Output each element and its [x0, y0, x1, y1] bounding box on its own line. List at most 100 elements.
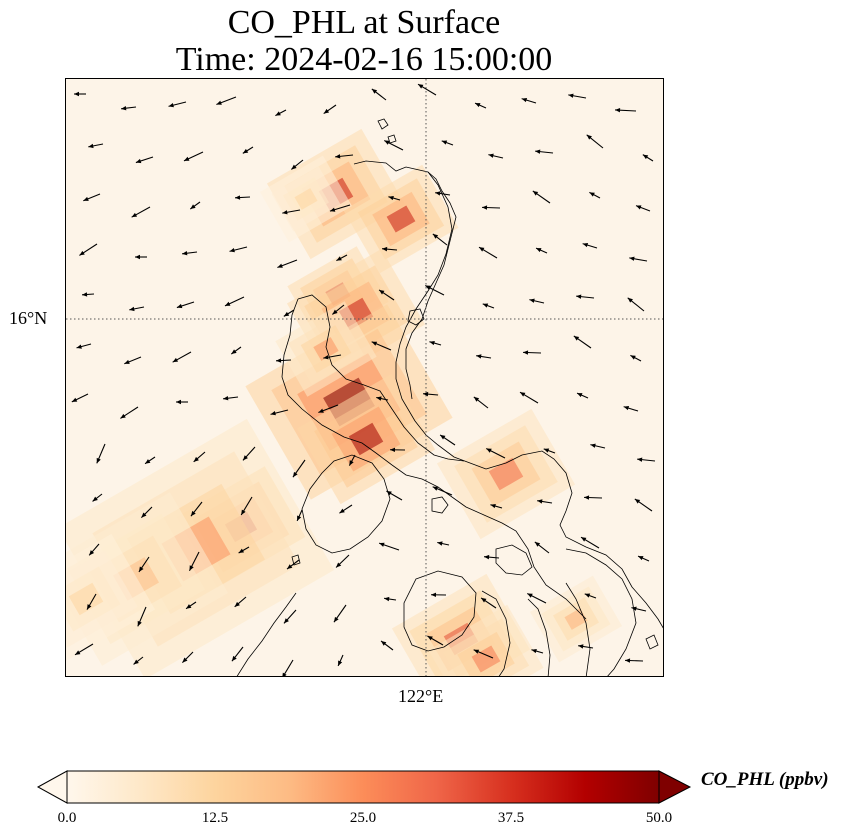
- map-title: CO_PHL at Surface: [227, 4, 501, 41]
- coastline-masbate: [495, 544, 533, 576]
- wind-arrow: [535, 149, 554, 154]
- wind-arrow: [129, 306, 145, 312]
- coastline-panay: [403, 570, 477, 652]
- wind-arrow: [323, 104, 337, 115]
- wind-arrow: [81, 292, 95, 297]
- map-canvas: [66, 79, 663, 676]
- coastlines: [236, 118, 663, 676]
- wind-arrow: [83, 193, 101, 202]
- wind-arrow: [529, 298, 545, 304]
- wind-arrow: [86, 593, 97, 610]
- wind-arrow: [586, 134, 604, 149]
- wind-arrow: [135, 254, 147, 260]
- wind-arrow: [176, 399, 188, 405]
- wind-arrow: [138, 556, 150, 573]
- wind-arrow: [223, 396, 239, 401]
- wind-arrow: [382, 246, 398, 252]
- wind-arrow: [488, 153, 504, 159]
- co-plume-cell: [348, 422, 384, 456]
- wind-arrow: [290, 159, 304, 170]
- colorbar-tick-label: 25.0: [349, 810, 377, 826]
- colorbar-gradient: [66, 770, 660, 804]
- wind-arrow: [318, 404, 339, 414]
- wind-arrow: [335, 554, 350, 568]
- wind-arrow: [637, 555, 650, 562]
- wind-arrow: [480, 597, 497, 609]
- coastline-cebu: [527, 598, 551, 676]
- wind-arrow: [124, 356, 142, 365]
- wind-arrow: [234, 195, 251, 200]
- map-subtitle-time: Time: 2024-02-16 15:00:00: [175, 41, 553, 78]
- wind-arrow: [576, 392, 589, 399]
- coastline-samar: [565, 548, 637, 676]
- wind-arrow: [270, 409, 289, 416]
- wind-arrow: [275, 358, 292, 363]
- wind-arrow: [371, 88, 387, 101]
- wind-arrow: [329, 204, 351, 212]
- wind-arrow: [88, 143, 104, 149]
- wind-arrow: [193, 451, 206, 463]
- wind-arrow: [522, 350, 542, 355]
- wind-arrow: [283, 609, 297, 624]
- coastline-negros: [481, 590, 511, 676]
- wind-arrow: [96, 443, 106, 464]
- wind-arrow: [141, 506, 153, 518]
- colorbar-tick-label: 37.5: [497, 810, 525, 826]
- co-plume-cell: [488, 457, 524, 491]
- wind-arrow: [74, 91, 86, 97]
- wind-arrow: [185, 601, 197, 610]
- wind-arrow: [430, 592, 447, 598]
- wind-arrow: [168, 101, 187, 108]
- latitude-tick-label: 16°N: [9, 308, 48, 328]
- coastline-islet-4: [645, 634, 659, 650]
- wind-arrow: [189, 201, 201, 210]
- wind-arrow: [427, 635, 444, 646]
- wind-arrow: [277, 259, 298, 269]
- wind-arrow: [631, 606, 647, 612]
- wind-arrow: [484, 554, 500, 560]
- coastline-islet-1: [377, 118, 389, 130]
- wind-arrow: [531, 648, 544, 654]
- wind-arrow: [537, 499, 553, 504]
- longitude-tick-label: 122°E: [398, 686, 444, 706]
- coastline-central-luzon: [297, 294, 465, 462]
- wind-arrow: [74, 643, 94, 656]
- wind-arrow: [333, 604, 347, 623]
- wind-arrow: [238, 546, 250, 554]
- wind-arrow: [131, 206, 151, 218]
- wind-arrow: [339, 504, 353, 514]
- map-panel: [65, 78, 664, 677]
- wind-arrow: [137, 606, 147, 627]
- wind-arrow: [521, 97, 537, 104]
- wind-arrow: [286, 559, 300, 570]
- wind-arrow: [474, 102, 487, 109]
- wind-arrow: [275, 109, 287, 117]
- wind-arrow: [629, 256, 648, 262]
- wind-arrow: [376, 396, 389, 401]
- wind-arrow: [331, 304, 345, 315]
- wind-arrow: [292, 459, 306, 478]
- wind-arrow: [634, 498, 653, 512]
- wind-arrow: [425, 284, 445, 296]
- wind-arrow: [580, 536, 600, 549]
- wind-arrow: [481, 205, 501, 210]
- wind-arrow: [490, 503, 503, 509]
- wind-arrow: [473, 649, 494, 659]
- wind-arrow: [590, 443, 606, 449]
- wind-arrow: [476, 354, 492, 359]
- wind-arrow: [624, 658, 644, 663]
- wind-arrow: [348, 454, 356, 466]
- wind-arrow: [534, 541, 550, 554]
- wind-arrow: [234, 596, 247, 608]
- wind-arrow: [417, 83, 437, 96]
- wind-arrow: [242, 446, 256, 461]
- wind-arrow: [79, 243, 98, 256]
- coastline-islet-3: [291, 554, 301, 566]
- wind-arrow: [380, 640, 394, 651]
- wind-arrow: [190, 501, 203, 517]
- wind-arrow: [627, 297, 645, 312]
- wind-arrow: [172, 351, 192, 363]
- wind-vectors: [71, 83, 656, 676]
- wind-arrow: [182, 251, 198, 256]
- wind-arrow: [573, 335, 592, 349]
